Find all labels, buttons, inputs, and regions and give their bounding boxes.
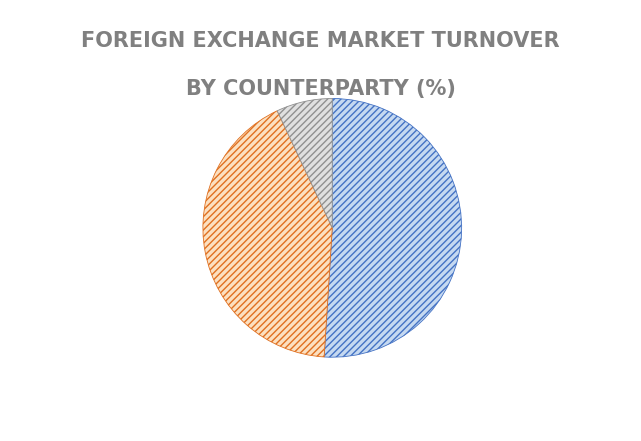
Text: FOREIGN EXCHANGE MARKET TURNOVER: FOREIGN EXCHANGE MARKET TURNOVER (81, 31, 560, 51)
Wedge shape (203, 111, 332, 357)
Wedge shape (277, 98, 332, 228)
Text: BY COUNTERPARTY (%): BY COUNTERPARTY (%) (185, 79, 456, 99)
Wedge shape (324, 98, 462, 357)
